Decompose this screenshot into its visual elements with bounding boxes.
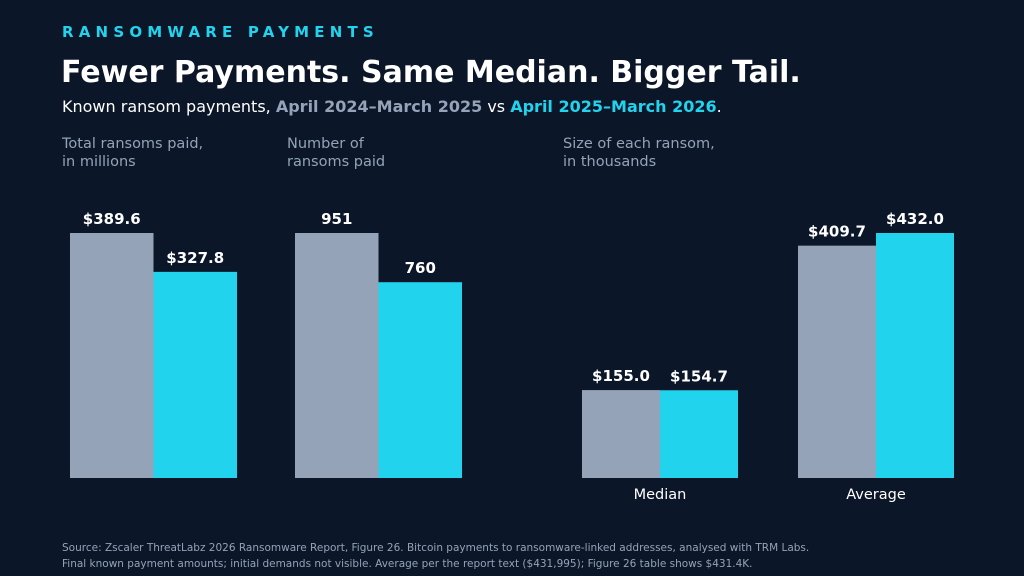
subtitle-suffix: . [716, 97, 722, 116]
bar [70, 233, 154, 478]
data-label: 951 [321, 210, 352, 228]
data-label: $154.7 [670, 367, 728, 385]
bar [582, 390, 660, 478]
period-1-label: April 2024–March 2025 [275, 97, 483, 116]
panel-label-line: Total ransoms paid, [62, 136, 204, 152]
subtitle-mid: vs [482, 97, 511, 116]
bar [798, 245, 876, 478]
bar [378, 282, 462, 478]
data-label: $155.0 [592, 367, 650, 385]
bar [295, 233, 379, 478]
panel-label-line: ransoms paid [287, 154, 386, 170]
panel-label-total: Total ransoms paid, in millions [62, 135, 203, 171]
category-label: Average [846, 487, 906, 503]
data-label: $432.0 [886, 210, 944, 228]
bar [876, 233, 954, 478]
panel-label-line: in millions [62, 154, 136, 170]
bar [153, 271, 237, 478]
panel-label-line: in thousands [563, 154, 657, 170]
bar [660, 390, 738, 478]
subtitle: Known ransom payments, April 2024–March … [62, 97, 722, 116]
data-label: $389.6 [83, 210, 141, 228]
source-line-2: Final known payment amounts; initial dem… [62, 558, 753, 570]
source-line-1: Source: Zscaler ThreatLabz 2026 Ransomwa… [62, 542, 810, 554]
category-label: Median [634, 487, 687, 503]
data-label: 760 [405, 259, 436, 277]
panel-label-size: Size of each ransom, in thousands [563, 135, 715, 171]
data-label: $409.7 [808, 223, 866, 241]
source-note: Source: Zscaler ThreatLabz 2026 Ransomwa… [62, 540, 809, 572]
subtitle-prefix: Known ransom payments, [62, 97, 276, 116]
panel-label-count: Number of ransoms paid [287, 135, 385, 171]
panel-label-line: Size of each ransom, [563, 136, 715, 152]
data-label: $327.8 [166, 249, 224, 267]
panel-label-line: Number of [287, 136, 364, 152]
page-title: Fewer Payments. Same Median. Bigger Tail… [61, 55, 801, 90]
period-2-label: April 2025–March 2026 [510, 97, 717, 116]
eyebrow-label: RANSOMWARE PAYMENTS [62, 23, 379, 41]
